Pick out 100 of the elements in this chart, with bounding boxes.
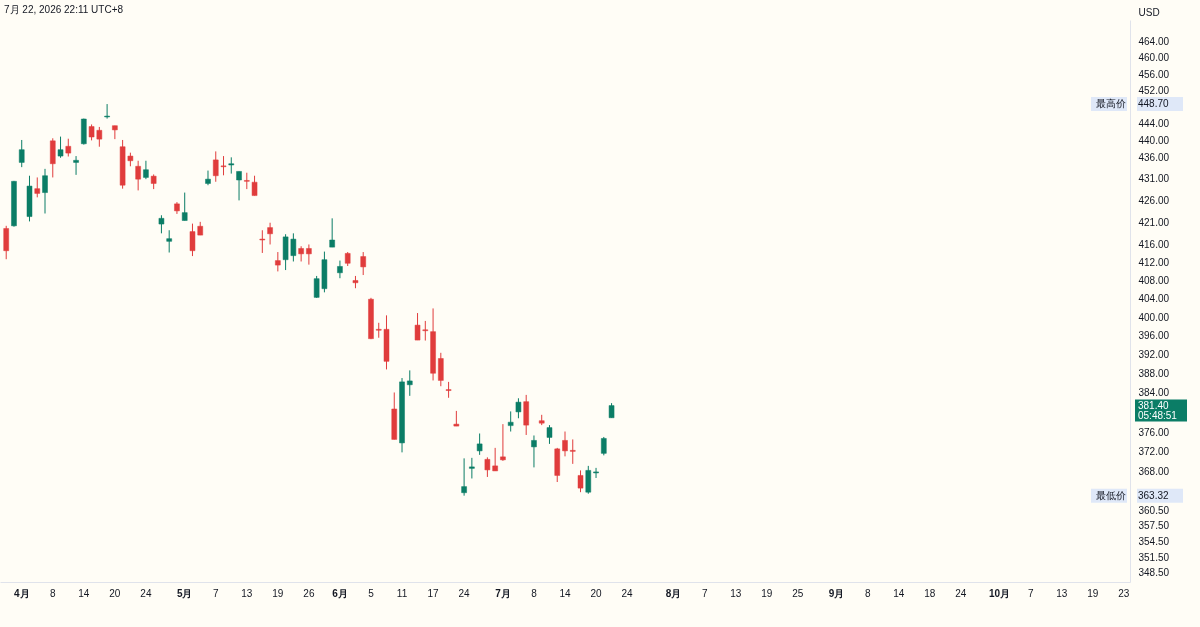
y-tick-label: 431.00 <box>1138 173 1170 185</box>
candlestick <box>143 160 149 180</box>
x-tick-label: 24 <box>621 587 634 599</box>
text: 05:48:51 <box>1138 409 1178 421</box>
y-tick-label: 444.00 <box>1138 118 1170 130</box>
x-tick-label: 5月 <box>176 587 193 599</box>
y-tick-label: 416.00 <box>1138 238 1170 250</box>
candlestick <box>585 465 592 495</box>
x-tick-label: 8月 <box>665 587 682 599</box>
y-tick-label: 348.50 <box>1138 567 1170 579</box>
candlestick <box>476 433 483 456</box>
x-tick-label: 24 <box>955 587 967 599</box>
candlestick <box>135 160 141 191</box>
y-tick-label: 460.00 <box>1138 52 1170 64</box>
x-tick-label: 6月 <box>332 587 348 599</box>
y-tick-label: 464.00 <box>1138 36 1170 48</box>
x-tick-label: 19 <box>1087 587 1099 599</box>
x-tick-label: 19 <box>761 587 773 599</box>
candlestick <box>562 431 568 457</box>
x-tick-label: 14 <box>78 587 90 599</box>
annotation: 最高价 <box>1096 98 1126 110</box>
candlestick <box>500 423 506 462</box>
candlestick <box>337 260 343 279</box>
x-tick-label: 7 <box>212 587 219 599</box>
candlestick <box>469 457 475 479</box>
x-tick-label: 8 <box>531 587 538 599</box>
y-tick-label: 384.00 <box>1138 387 1170 399</box>
y-tick-label: 412.00 <box>1138 256 1170 268</box>
x-tick-label: 18 <box>924 587 936 599</box>
y-tick-label: 357.50 <box>1138 520 1170 532</box>
x-tick-label: 9月 <box>828 587 845 599</box>
candlestick <box>407 369 413 397</box>
candlestick <box>259 229 266 254</box>
candlestick <box>236 170 242 201</box>
candlestick <box>267 222 273 245</box>
candlestick <box>18 139 25 168</box>
x-tick-label: 7 <box>701 587 708 599</box>
x-tick-label: 13 <box>241 587 253 599</box>
candlestick <box>42 168 48 214</box>
x-tick-label: 7 <box>1027 587 1034 599</box>
x-tick-label: 4月 <box>13 587 30 599</box>
y-tick-label: 376.00 <box>1138 426 1170 438</box>
x-tick-label: 23 <box>1118 587 1130 599</box>
x-tick-label: 14 <box>559 587 571 599</box>
x-tick-label: 11 <box>396 587 408 599</box>
y-tick-label: 440.00 <box>1138 134 1170 146</box>
candlestick <box>112 125 118 140</box>
x-tick-label: 5 <box>368 587 375 599</box>
x-tick-label: 13 <box>730 587 742 599</box>
candlestick <box>515 397 522 419</box>
y-tick-label: 388.00 <box>1138 368 1170 380</box>
y-tick-label: 400.00 <box>1138 311 1170 323</box>
y-tick-label: 392.00 <box>1138 349 1170 361</box>
x-tick-label: 10月 <box>989 587 1011 599</box>
y-tick-label: 354.50 <box>1138 535 1170 547</box>
y-tick-label: 408.00 <box>1138 274 1170 286</box>
candlestick <box>546 424 553 445</box>
candlestick <box>531 434 537 468</box>
x-tick-label: 14 <box>893 587 905 599</box>
y-tick-label: 436.00 <box>1138 151 1170 163</box>
candlestick <box>3 225 9 260</box>
y-axis-title: USD <box>1138 6 1160 18</box>
y-tick-label: 404.00 <box>1138 293 1170 305</box>
annotation: 最低价 <box>1096 489 1126 501</box>
candlestick <box>523 394 529 436</box>
candlestick <box>507 410 514 433</box>
y-tick-label: 452.00 <box>1138 84 1170 96</box>
candlestick <box>275 251 281 272</box>
y-tick-label: 372.00 <box>1138 446 1170 458</box>
y-tick-label: 426.00 <box>1138 194 1170 206</box>
candlestick <box>57 136 64 159</box>
text: 448.70 <box>1138 98 1170 110</box>
candlestick <box>34 176 40 198</box>
candlestick <box>104 103 110 120</box>
x-tick-label: 26 <box>303 587 315 599</box>
candlestick <box>166 229 172 253</box>
candlestick <box>298 245 304 262</box>
candlestick <box>461 457 467 497</box>
x-tick-label: 19 <box>272 587 284 599</box>
text: 381.40 <box>1138 399 1170 411</box>
x-tick-label: 8 <box>49 587 56 599</box>
candlestick <box>438 352 444 387</box>
candlestick <box>601 436 607 456</box>
candlestick <box>251 175 258 197</box>
candlestick <box>158 214 165 234</box>
candlestick <box>329 217 335 248</box>
chart-title: 7月 22, 2026 22:11 UTC+8 <box>4 4 124 15</box>
x-tick-label: 20 <box>109 587 121 599</box>
x-tick-label: 8 <box>864 587 871 599</box>
x-tick-label: 24 <box>140 587 152 599</box>
y-tick-label: 421.00 <box>1138 216 1170 228</box>
x-tick-label: 20 <box>590 587 603 599</box>
candlestick <box>360 251 366 276</box>
y-tick-label: 368.00 <box>1138 466 1170 478</box>
text: 363.32 <box>1138 489 1170 501</box>
x-tick-label: 24 <box>458 587 471 599</box>
candlestick <box>306 243 312 266</box>
candlestick <box>205 170 211 186</box>
candlestick <box>570 438 576 465</box>
x-tick-label: 25 <box>792 587 804 599</box>
